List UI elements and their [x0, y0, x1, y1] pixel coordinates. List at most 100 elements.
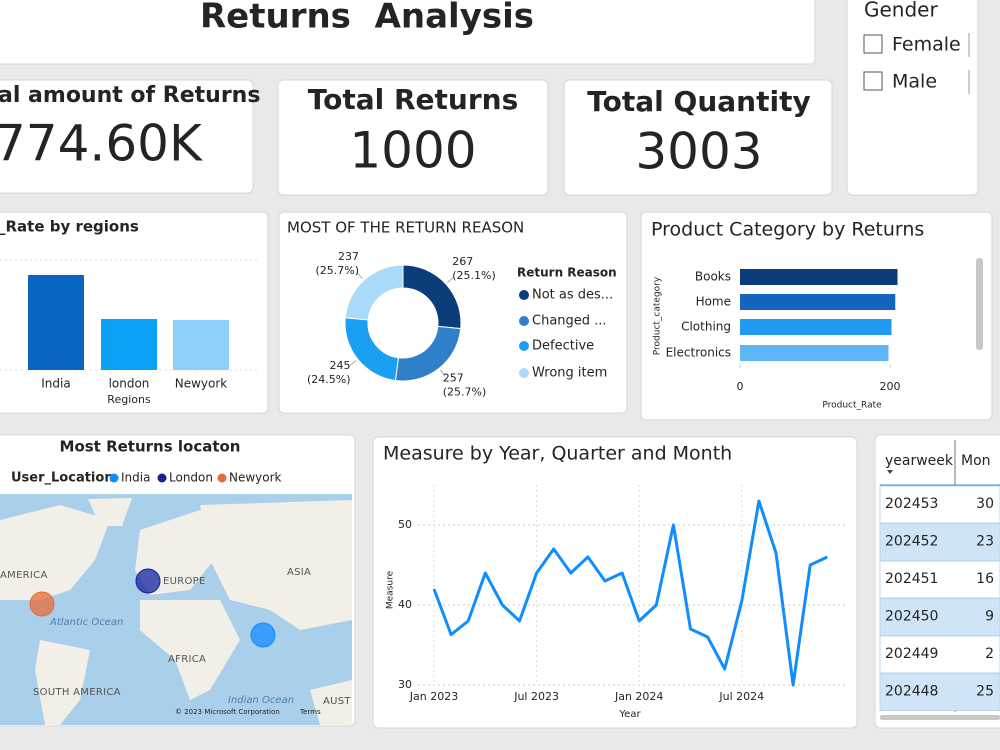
- table-cell: 202449: [885, 646, 938, 662]
- x-tick-label: 0: [737, 380, 744, 393]
- land: [310, 680, 352, 725]
- donut-slice: [344, 264, 404, 321]
- line-series: [432, 499, 828, 687]
- table-row: [879, 598, 1000, 636]
- table-cell: 202448: [885, 684, 938, 700]
- bar: [173, 320, 229, 370]
- data-label: (25.7%): [316, 264, 360, 277]
- chart-panel: [640, 211, 993, 421]
- card-panel: [0, 79, 254, 194]
- y-tick-label: Clothing: [681, 320, 731, 334]
- x-tick-label: Jan 2024: [614, 690, 663, 703]
- x-tick-label: 200: [880, 380, 901, 393]
- table-cell: 202450: [885, 609, 938, 625]
- table-row: [879, 635, 1000, 674]
- y-axis-title: Measure: [386, 570, 396, 609]
- map-label: SOUTH AMERICA: [33, 687, 121, 698]
- x-axis-title: Product_Rate: [822, 401, 882, 411]
- slicer-panel: [846, 0, 979, 196]
- x-tick-label: Jul 2024: [718, 690, 764, 703]
- chart-panel: [372, 436, 858, 729]
- table-cell: 25: [976, 684, 994, 700]
- slicer-option[interactable]: Female: [892, 34, 961, 56]
- card-panel: [277, 79, 549, 196]
- y-tick-label: 30: [398, 678, 412, 691]
- card-value: 3003: [635, 123, 762, 181]
- slicer-option[interactable]: Male: [892, 71, 937, 93]
- legend-marker: [109, 473, 119, 483]
- land: [35, 640, 90, 725]
- legend-label: Newyork: [229, 471, 282, 485]
- data-label: (25.7%): [443, 386, 487, 399]
- legend-label: India: [121, 471, 150, 485]
- table-cell: 30: [976, 496, 994, 512]
- x-tick-label: Jan 2023: [409, 690, 458, 703]
- scrollbar[interactable]: [976, 258, 983, 350]
- legend-label: London: [169, 471, 213, 485]
- table-cell: 202451: [885, 571, 938, 587]
- land: [140, 600, 240, 700]
- map-copyright: © 2023 Microsoft Corporation: [175, 708, 280, 716]
- table-cell: 202453: [885, 496, 938, 512]
- table-row: [879, 485, 1000, 524]
- page-title: Returns Analysis: [200, 0, 534, 37]
- legend-marker: [217, 473, 227, 483]
- map-title: Most Returns locaton: [60, 438, 241, 456]
- table-header: Mon: [961, 453, 991, 469]
- map-label: ASIA: [287, 567, 311, 578]
- card-panel: [563, 79, 833, 196]
- checkbox[interactable]: [863, 71, 883, 91]
- table-row: [879, 673, 1000, 711]
- x-axis-title: Year: [618, 709, 641, 720]
- table-cell: 2: [985, 646, 994, 662]
- legend-marker: [519, 368, 529, 378]
- card-value: 774.60K: [0, 115, 203, 173]
- leader-line: [349, 360, 357, 366]
- map-label: EUROPE: [163, 576, 206, 587]
- data-label: 267: [452, 255, 473, 268]
- card-label: al amount of Returns: [0, 83, 260, 108]
- table-cell: 202452: [885, 534, 938, 550]
- sort-arrow: [887, 470, 893, 474]
- title-panel: [0, 0, 816, 65]
- y-tick-label: 40: [398, 598, 412, 611]
- bar: [740, 269, 898, 285]
- table-row: [879, 560, 1000, 599]
- bar: [740, 294, 896, 310]
- map-label: Indian Ocean: [228, 695, 294, 706]
- legend-title: User_Location: [11, 471, 114, 486]
- bar: [28, 275, 84, 370]
- legend-marker: [519, 290, 529, 300]
- map: AMERICA EUROPE ASIA Atlantic Ocean AFRIC…: [0, 494, 352, 725]
- land: [0, 505, 110, 600]
- data-label: (25.1%): [452, 269, 496, 282]
- leader-line: [439, 369, 446, 377]
- x-axis-title: Regions: [107, 393, 151, 406]
- x-tick-label: Jul 2023: [513, 690, 559, 703]
- map-label: Atlantic Ocean: [49, 617, 123, 628]
- y-tick-label: 50: [398, 518, 412, 531]
- table-cell: 23: [976, 534, 994, 550]
- map-bubble: [135, 568, 161, 594]
- y-tick-label: Home: [696, 295, 731, 309]
- map-terms[interactable]: Terms: [299, 708, 321, 716]
- data-label: 237: [338, 250, 359, 263]
- data-label: 245: [330, 359, 351, 372]
- map-bubble: [29, 591, 55, 617]
- data-label: (24.5%): [307, 373, 351, 386]
- chart-title: Measure by Year, Quarter and Month: [383, 443, 732, 465]
- table-header: yearweek: [885, 453, 954, 469]
- legend-marker: [519, 341, 529, 351]
- land: [200, 500, 352, 630]
- checkbox[interactable]: [863, 34, 883, 54]
- table-cell: 16: [976, 571, 994, 587]
- chart-title: _Rate by regions: [0, 218, 139, 236]
- leader-line: [447, 276, 454, 284]
- bar: [101, 319, 157, 370]
- scrollbar[interactable]: [880, 715, 1000, 720]
- chart-title: Product Category by Returns: [651, 219, 924, 241]
- leader-line: [356, 272, 363, 280]
- legend-label: Changed ...: [532, 314, 607, 329]
- card-label: Total Quantity: [587, 85, 810, 118]
